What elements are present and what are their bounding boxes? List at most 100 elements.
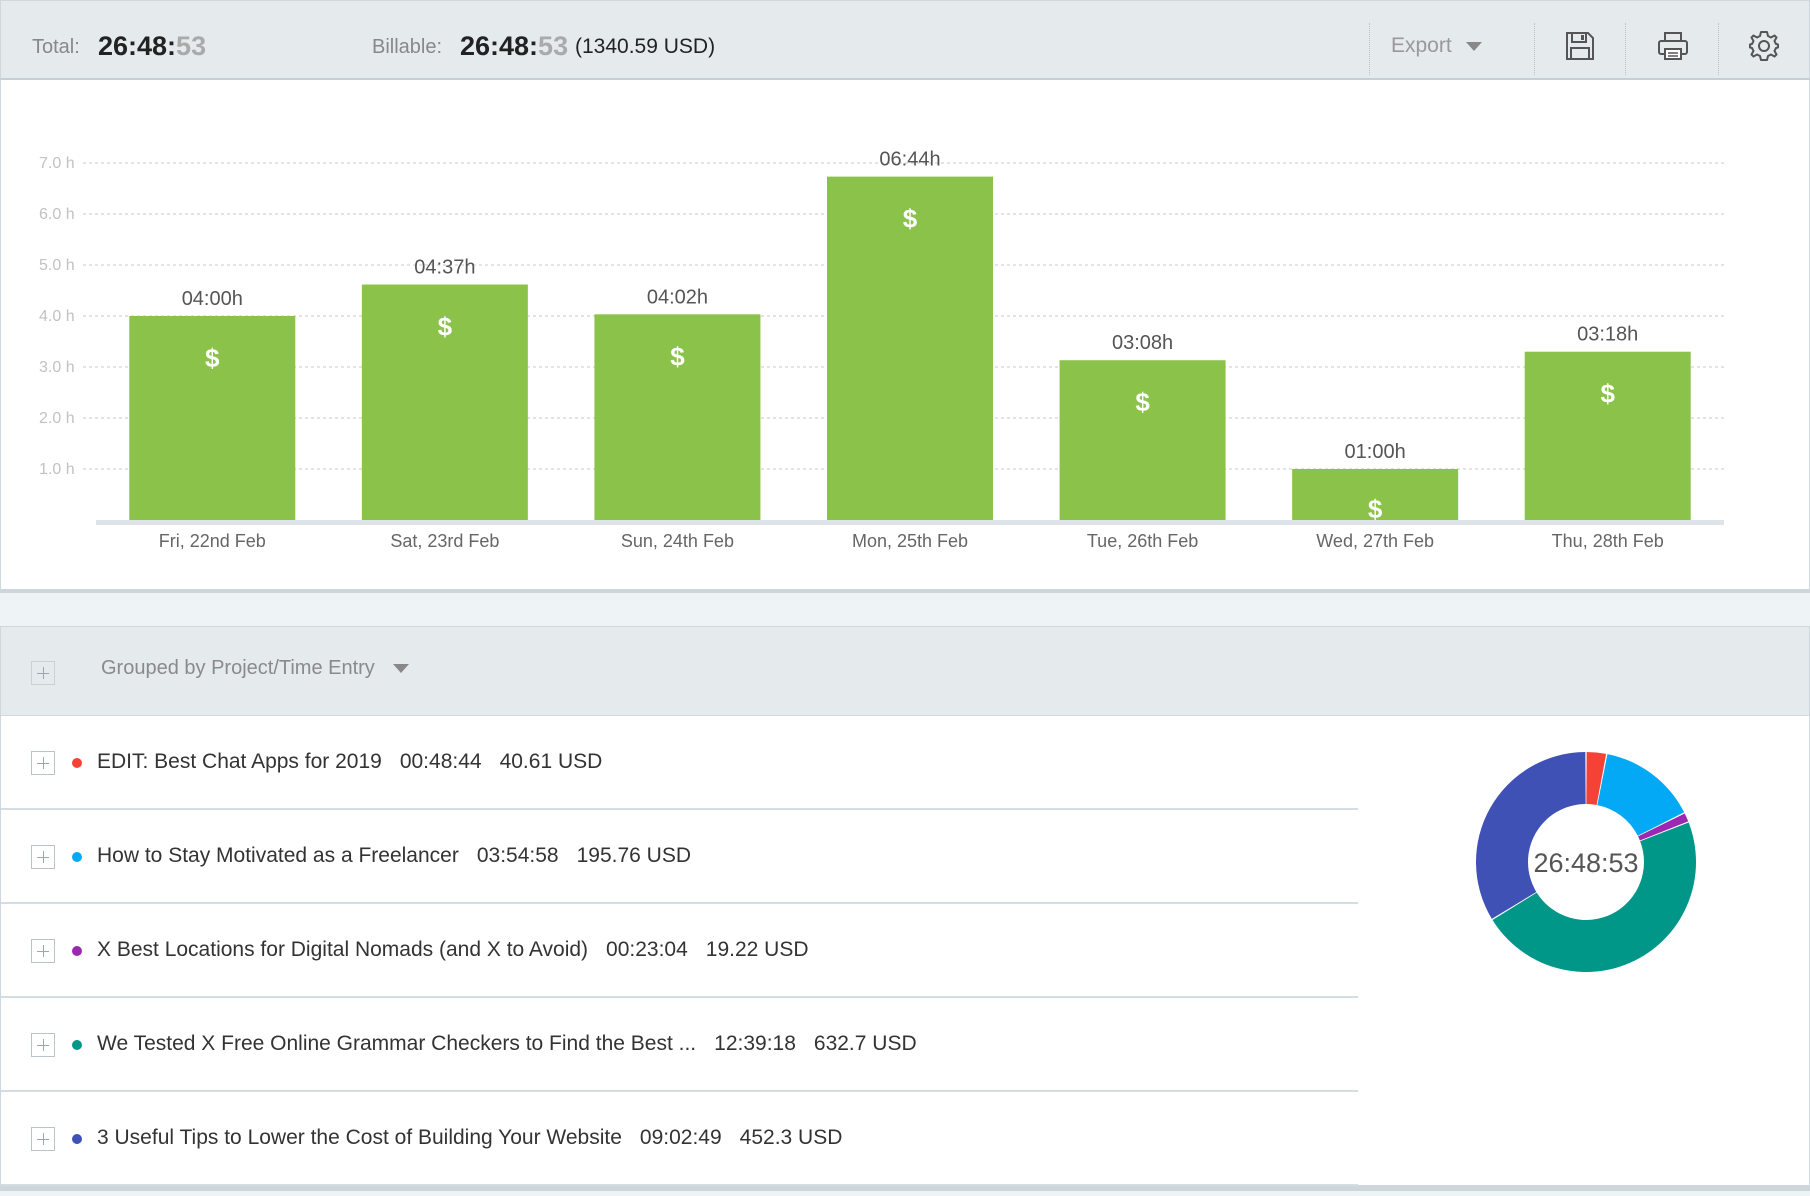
expand-row-button[interactable] — [31, 845, 55, 869]
entry-details: How to Stay Motivated as a Freelancer 03:… — [97, 844, 709, 868]
bar-value-label: 01:00h — [1345, 441, 1406, 463]
entry-row[interactable]: X Best Locations for Digital Nomads (and… — [1, 904, 1358, 998]
entry-duration: 09:02:49 — [639, 1126, 722, 1149]
expand-row-button[interactable] — [31, 939, 55, 963]
daily-bar-chart: 1.0 h 2.0 h 3.0 h 4.0 h 5.0 h 6.0 h 7.0 h 04:00… — [39, 149, 1724, 551]
project-color-dot — [72, 1134, 82, 1144]
bar[interactable] — [1524, 351, 1691, 520]
export-button[interactable]: Export — [1391, 23, 1511, 69]
bar[interactable] — [361, 284, 528, 520]
expand-row-button[interactable] — [31, 1033, 55, 1057]
grouping-dropdown[interactable]: Grouped by Project/Time Entry — [101, 657, 409, 680]
y-tick-label: 1.0 h — [39, 461, 75, 478]
donut-slice[interactable] — [1638, 813, 1689, 841]
y-tick-label: 7.0 h — [39, 155, 75, 172]
entry-details: EDIT: Best Chat Apps for 2019 00:48:44 40.… — [97, 750, 620, 774]
donut-center-total: 26:48:53 — [1533, 848, 1638, 878]
entries-panel: EDIT: Best Chat Apps for 2019 00:48:44 40.… — [0, 716, 1810, 1191]
entry-duration: 00:23:04 — [606, 938, 688, 961]
x-axis-baseline — [96, 520, 1724, 525]
project-color-dot — [72, 852, 82, 862]
billable-dollar-icon: $ — [903, 204, 918, 234]
total-time: 26:48:53 — [98, 31, 207, 61]
entry-amount: 632.7 USD — [813, 1032, 917, 1055]
grouping-label: Grouped by Project/Time Entry — [101, 657, 375, 679]
bar-value-label: 03:18h — [1577, 324, 1638, 346]
entry-title: X Best Locations for Digital Nomads (and… — [97, 938, 589, 961]
entry-amount: 195.76 USD — [576, 844, 691, 867]
donut-slice[interactable] — [1597, 754, 1685, 836]
x-tick-label: Wed, 27th Feb — [1316, 531, 1434, 551]
entry-title: 3 Useful Tips to Lower the Cost of Build… — [97, 1126, 622, 1149]
save-button[interactable] — [1555, 23, 1605, 69]
billable-dollar-icon: $ — [670, 341, 685, 371]
donut-slice[interactable] — [1492, 822, 1696, 972]
billable-dollar-icon: $ — [1135, 387, 1150, 417]
chevron-down-icon — [392, 664, 409, 673]
expand-all-button[interactable] — [31, 661, 55, 685]
x-tick-label: Thu, 28th Feb — [1552, 531, 1664, 551]
daily-chart-panel: 1.0 h 2.0 h 3.0 h 4.0 h 5.0 h 6.0 h 7.0 h 04:00… — [0, 80, 1810, 593]
settings-button[interactable] — [1739, 23, 1789, 69]
entry-title: We Tested X Free Online Grammar Checkers… — [97, 1032, 697, 1055]
bar-value-label: 06:44h — [879, 149, 940, 171]
bar-value-label: 04:37h — [414, 257, 475, 279]
x-tick-label: Sun, 24th Feb — [621, 531, 734, 551]
billable-dollar-icon: $ — [1600, 379, 1615, 409]
y-tick-label: 6.0 h — [39, 206, 75, 223]
project-color-dot — [72, 946, 82, 956]
expand-row-button[interactable] — [31, 751, 55, 775]
toolbar-divider — [1718, 23, 1719, 75]
billable-dollar-icon: $ — [1368, 494, 1383, 524]
summary-bar: Total: 26:48:53 Billable: 26:48:53 (1340… — [0, 0, 1810, 80]
entry-amount: 19.22 USD — [705, 938, 809, 961]
project-color-dot — [72, 1040, 82, 1050]
entry-details: 3 Useful Tips to Lower the Cost of Build… — [97, 1126, 860, 1150]
entry-details: X Best Locations for Digital Nomads (and… — [97, 938, 827, 962]
billable-dollar-icon: $ — [438, 312, 453, 342]
billable-label: Billable: — [372, 36, 443, 58]
billable-time: 26:48:53 — [460, 31, 569, 61]
y-tick-label: 4.0 h — [39, 308, 75, 325]
expand-row-button[interactable] — [31, 1127, 55, 1151]
entry-row[interactable]: EDIT: Best Chat Apps for 2019 00:48:44 40.… — [1, 716, 1358, 810]
entry-row[interactable]: We Tested X Free Online Grammar Checkers… — [1, 998, 1358, 1092]
bar-value-label: 03:08h — [1112, 332, 1173, 354]
entry-amount: 452.3 USD — [739, 1126, 843, 1149]
entry-duration: 03:54:58 — [476, 844, 559, 867]
chevron-down-icon — [1465, 41, 1482, 51]
donut-slice[interactable] — [1586, 752, 1607, 805]
x-tick-label: Fri, 22nd Feb — [159, 531, 266, 551]
bar[interactable] — [129, 316, 296, 520]
y-tick-label: 2.0 h — [39, 410, 75, 427]
bar[interactable] — [827, 176, 993, 520]
bar[interactable] — [1059, 360, 1226, 520]
bar[interactable] — [594, 314, 761, 520]
grouping-bar: Grouped by Project/Time Entry — [0, 626, 1810, 716]
entry-row[interactable]: 3 Useful Tips to Lower the Cost of Build… — [1, 1092, 1358, 1186]
entry-amount: 40.61 USD — [499, 750, 603, 773]
save-icon — [1566, 32, 1594, 60]
bar-value-label: 04:02h — [647, 286, 708, 308]
y-tick-label: 3.0 h — [39, 359, 75, 376]
gear-icon — [1749, 31, 1779, 61]
billable-dollar-icon: $ — [205, 343, 220, 373]
entry-title: How to Stay Motivated as a Freelancer — [97, 844, 459, 867]
entry-row[interactable]: How to Stay Motivated as a Freelancer 03:… — [1, 810, 1358, 904]
bar-value-label: 04:00h — [182, 288, 243, 310]
export-label: Export — [1391, 34, 1452, 57]
y-tick-label: 5.0 h — [39, 257, 75, 274]
total-label: Total: — [32, 36, 80, 58]
toolbar-divider — [1369, 23, 1370, 75]
project-color-dot — [72, 758, 82, 768]
print-icon — [1658, 32, 1688, 60]
entry-duration: 12:39:18 — [714, 1032, 796, 1055]
toolbar-divider — [1625, 23, 1626, 75]
entry-duration: 00:48:44 — [399, 750, 482, 773]
billable-amount: (1340.59 USD) — [575, 35, 716, 58]
toolbar-divider — [1534, 23, 1535, 75]
bar[interactable] — [1292, 469, 1459, 520]
x-tick-label: Sat, 23rd Feb — [390, 531, 499, 551]
donut-slice[interactable] — [1476, 752, 1586, 919]
print-button[interactable] — [1648, 23, 1698, 69]
